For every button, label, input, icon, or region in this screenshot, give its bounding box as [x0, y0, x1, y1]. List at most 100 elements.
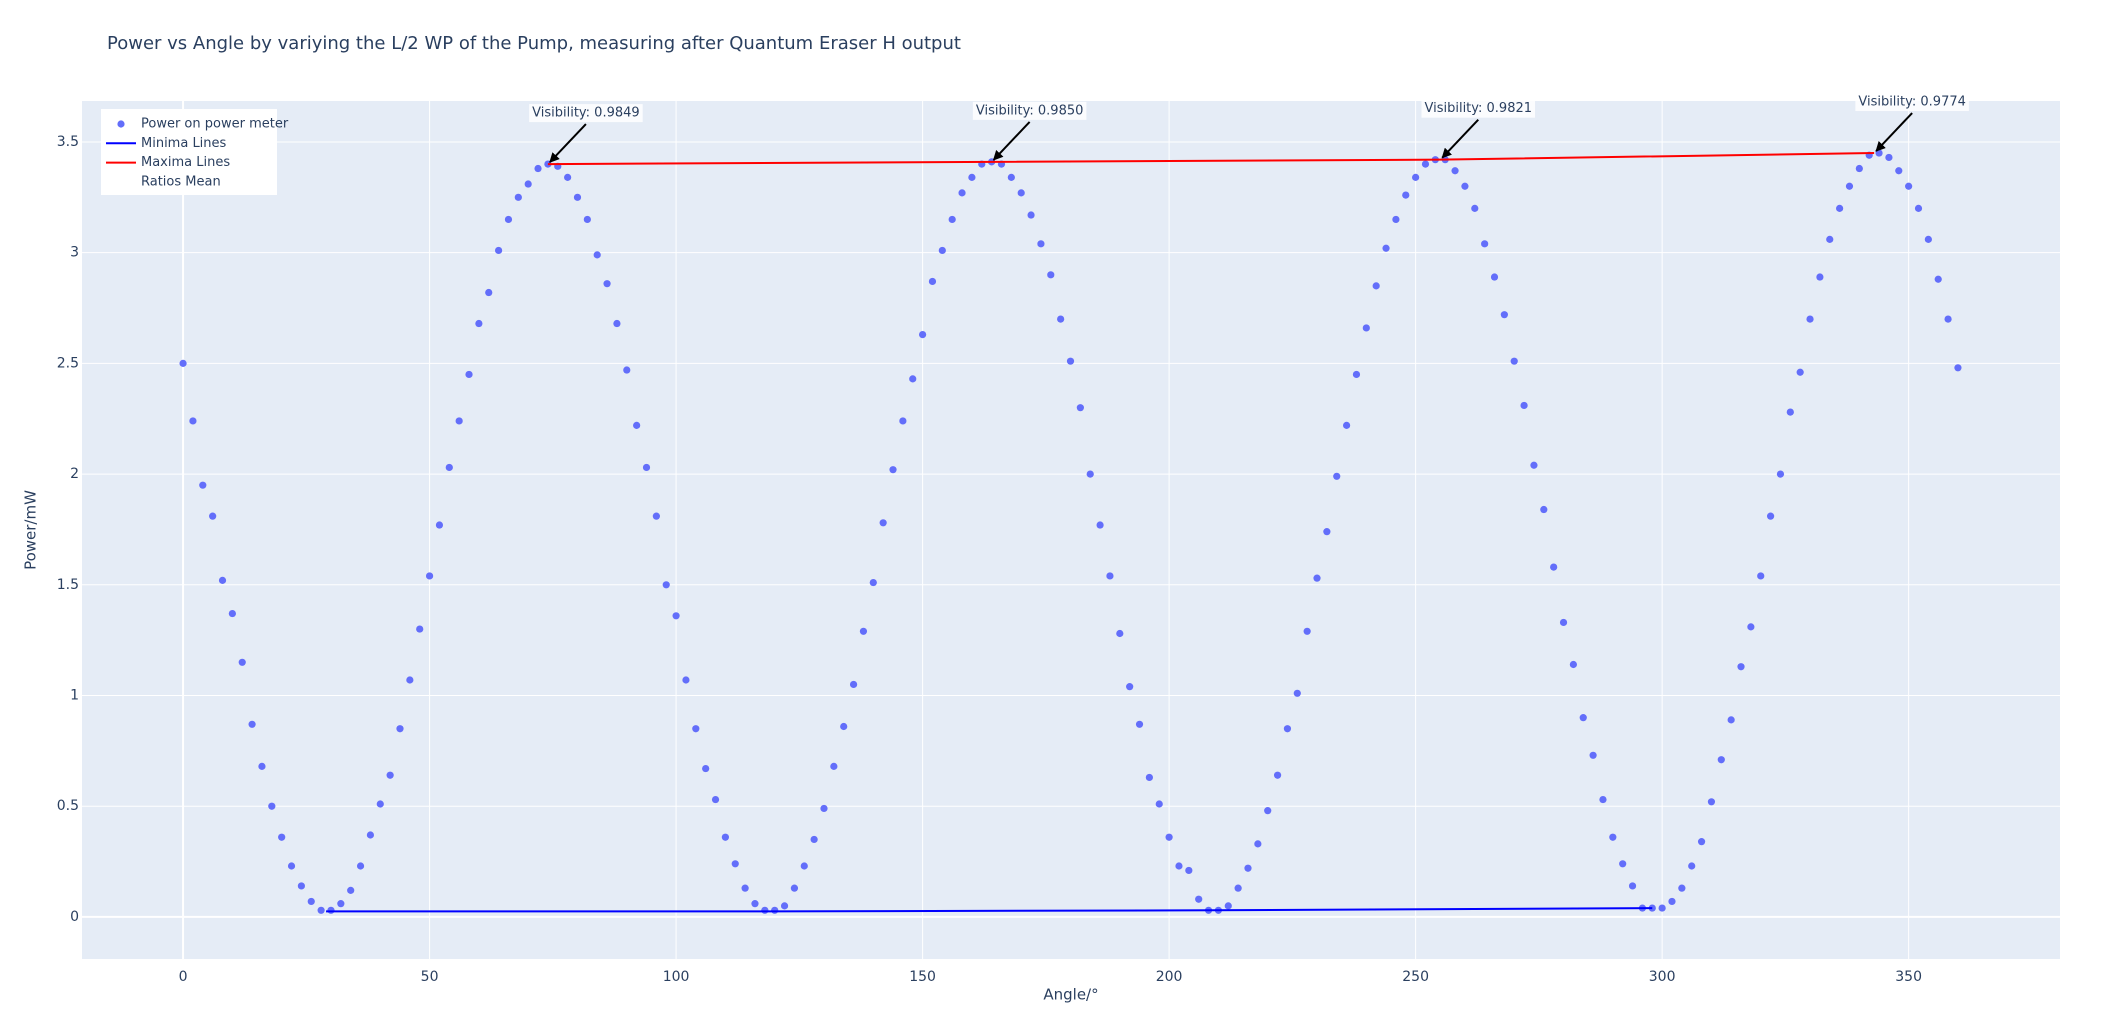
- data-point: [1924, 235, 1932, 243]
- data-point: [189, 417, 197, 425]
- data-point: [1283, 725, 1292, 733]
- data-point: [1185, 866, 1193, 875]
- data-point: [1688, 862, 1696, 870]
- data-line: [547, 152, 1875, 166]
- data-point: [968, 173, 976, 181]
- data-point: [1697, 838, 1706, 846]
- data-point: [1086, 470, 1094, 478]
- data-point: [1540, 505, 1548, 514]
- data-point: [830, 762, 838, 770]
- data-point: [889, 466, 897, 474]
- data-point: [1451, 167, 1459, 175]
- y-tick-label: 3: [70, 245, 79, 261]
- data-point: [1500, 311, 1508, 319]
- data-point: [1195, 895, 1203, 903]
- data-point: [1412, 173, 1420, 181]
- data-point: [1737, 663, 1745, 671]
- annotation-text: Visibility: 0.9850: [976, 103, 1084, 118]
- annotation-bg: [972, 101, 1087, 120]
- data-point: [899, 417, 907, 425]
- data-point: [564, 173, 572, 181]
- data-point: [337, 900, 345, 908]
- y-tick-label: 1.5: [57, 577, 79, 593]
- data-point: [1727, 716, 1735, 724]
- data-point: [909, 375, 917, 383]
- data-point: [376, 800, 384, 808]
- data-point: [1165, 833, 1173, 841]
- data-point: [603, 280, 611, 288]
- data-point: [1619, 860, 1627, 868]
- data-point: [1490, 273, 1499, 281]
- data-point: [1017, 189, 1025, 197]
- data-point: [1806, 315, 1814, 323]
- data-point: [1559, 618, 1568, 627]
- data-point: [1658, 904, 1666, 912]
- data-point: [485, 288, 493, 297]
- data-point: [1175, 862, 1183, 870]
- data-point: [445, 463, 453, 472]
- data-point: [1135, 720, 1144, 728]
- data-point: [1816, 273, 1824, 281]
- data-point: [1599, 795, 1607, 804]
- data-point: [1076, 404, 1084, 412]
- data-point: [1057, 315, 1065, 323]
- data-point: [386, 771, 394, 779]
- data-point: [1717, 756, 1725, 764]
- data-point: [1342, 421, 1351, 429]
- data-point: [1352, 370, 1361, 379]
- data-point: [287, 862, 296, 870]
- data-point: [1333, 472, 1341, 480]
- data-point: [1116, 629, 1124, 638]
- data-point: [209, 512, 217, 520]
- data-point: [938, 246, 946, 255]
- data-point: [711, 795, 720, 804]
- chart-title: Power vs Angle by variying the L/2 WP of…: [107, 33, 961, 54]
- data-point: [1471, 204, 1479, 212]
- data-point: [1323, 528, 1331, 536]
- data-point: [347, 886, 355, 894]
- data-point: [1066, 357, 1075, 365]
- data-point: [356, 862, 365, 870]
- data-point: [1254, 840, 1262, 848]
- data-point: [1855, 164, 1863, 173]
- data-point: [682, 676, 690, 684]
- data-point: [1027, 211, 1035, 219]
- data-point: [1096, 521, 1104, 529]
- data-point: [1421, 160, 1430, 168]
- data-point: [534, 164, 542, 173]
- data-point: [317, 906, 325, 914]
- data-point: [623, 366, 631, 374]
- annotation-bg: [1421, 99, 1536, 118]
- y-tick-label: 2.5: [57, 355, 79, 371]
- x-tick-label: 150: [909, 969, 936, 985]
- data-point: [1155, 800, 1163, 808]
- x-tick-label: 50: [421, 969, 439, 985]
- y-tick-label: 0: [70, 909, 79, 925]
- data-point: [1747, 623, 1755, 631]
- data-point: [1766, 512, 1775, 520]
- data-point: [662, 581, 670, 589]
- data-point: [1845, 182, 1854, 190]
- data-line: [326, 907, 1653, 913]
- y-axis-title: Power/mW: [22, 490, 40, 570]
- data-point: [1934, 275, 1942, 283]
- data-point: [1047, 271, 1055, 279]
- data-point: [1796, 368, 1804, 376]
- data-point: [179, 359, 187, 367]
- x-tick-label: 200: [1156, 969, 1183, 985]
- data-point: [268, 802, 276, 810]
- data-point: [1126, 683, 1134, 691]
- data-point: [879, 519, 887, 527]
- data-point: [504, 215, 513, 224]
- annotation-text: Visibility: 0.9774: [1858, 95, 1966, 110]
- legend-label: Maxima Lines: [141, 155, 230, 170]
- annotation-bg: [529, 104, 643, 123]
- x-tick-label: 0: [179, 969, 188, 985]
- data-point: [820, 804, 828, 813]
- legend-label: Power on power meter: [141, 117, 289, 132]
- data-point: [672, 612, 680, 620]
- data-point: [919, 330, 927, 339]
- x-axis-title: Angle/°: [1043, 986, 1098, 1004]
- data-point: [1776, 470, 1785, 478]
